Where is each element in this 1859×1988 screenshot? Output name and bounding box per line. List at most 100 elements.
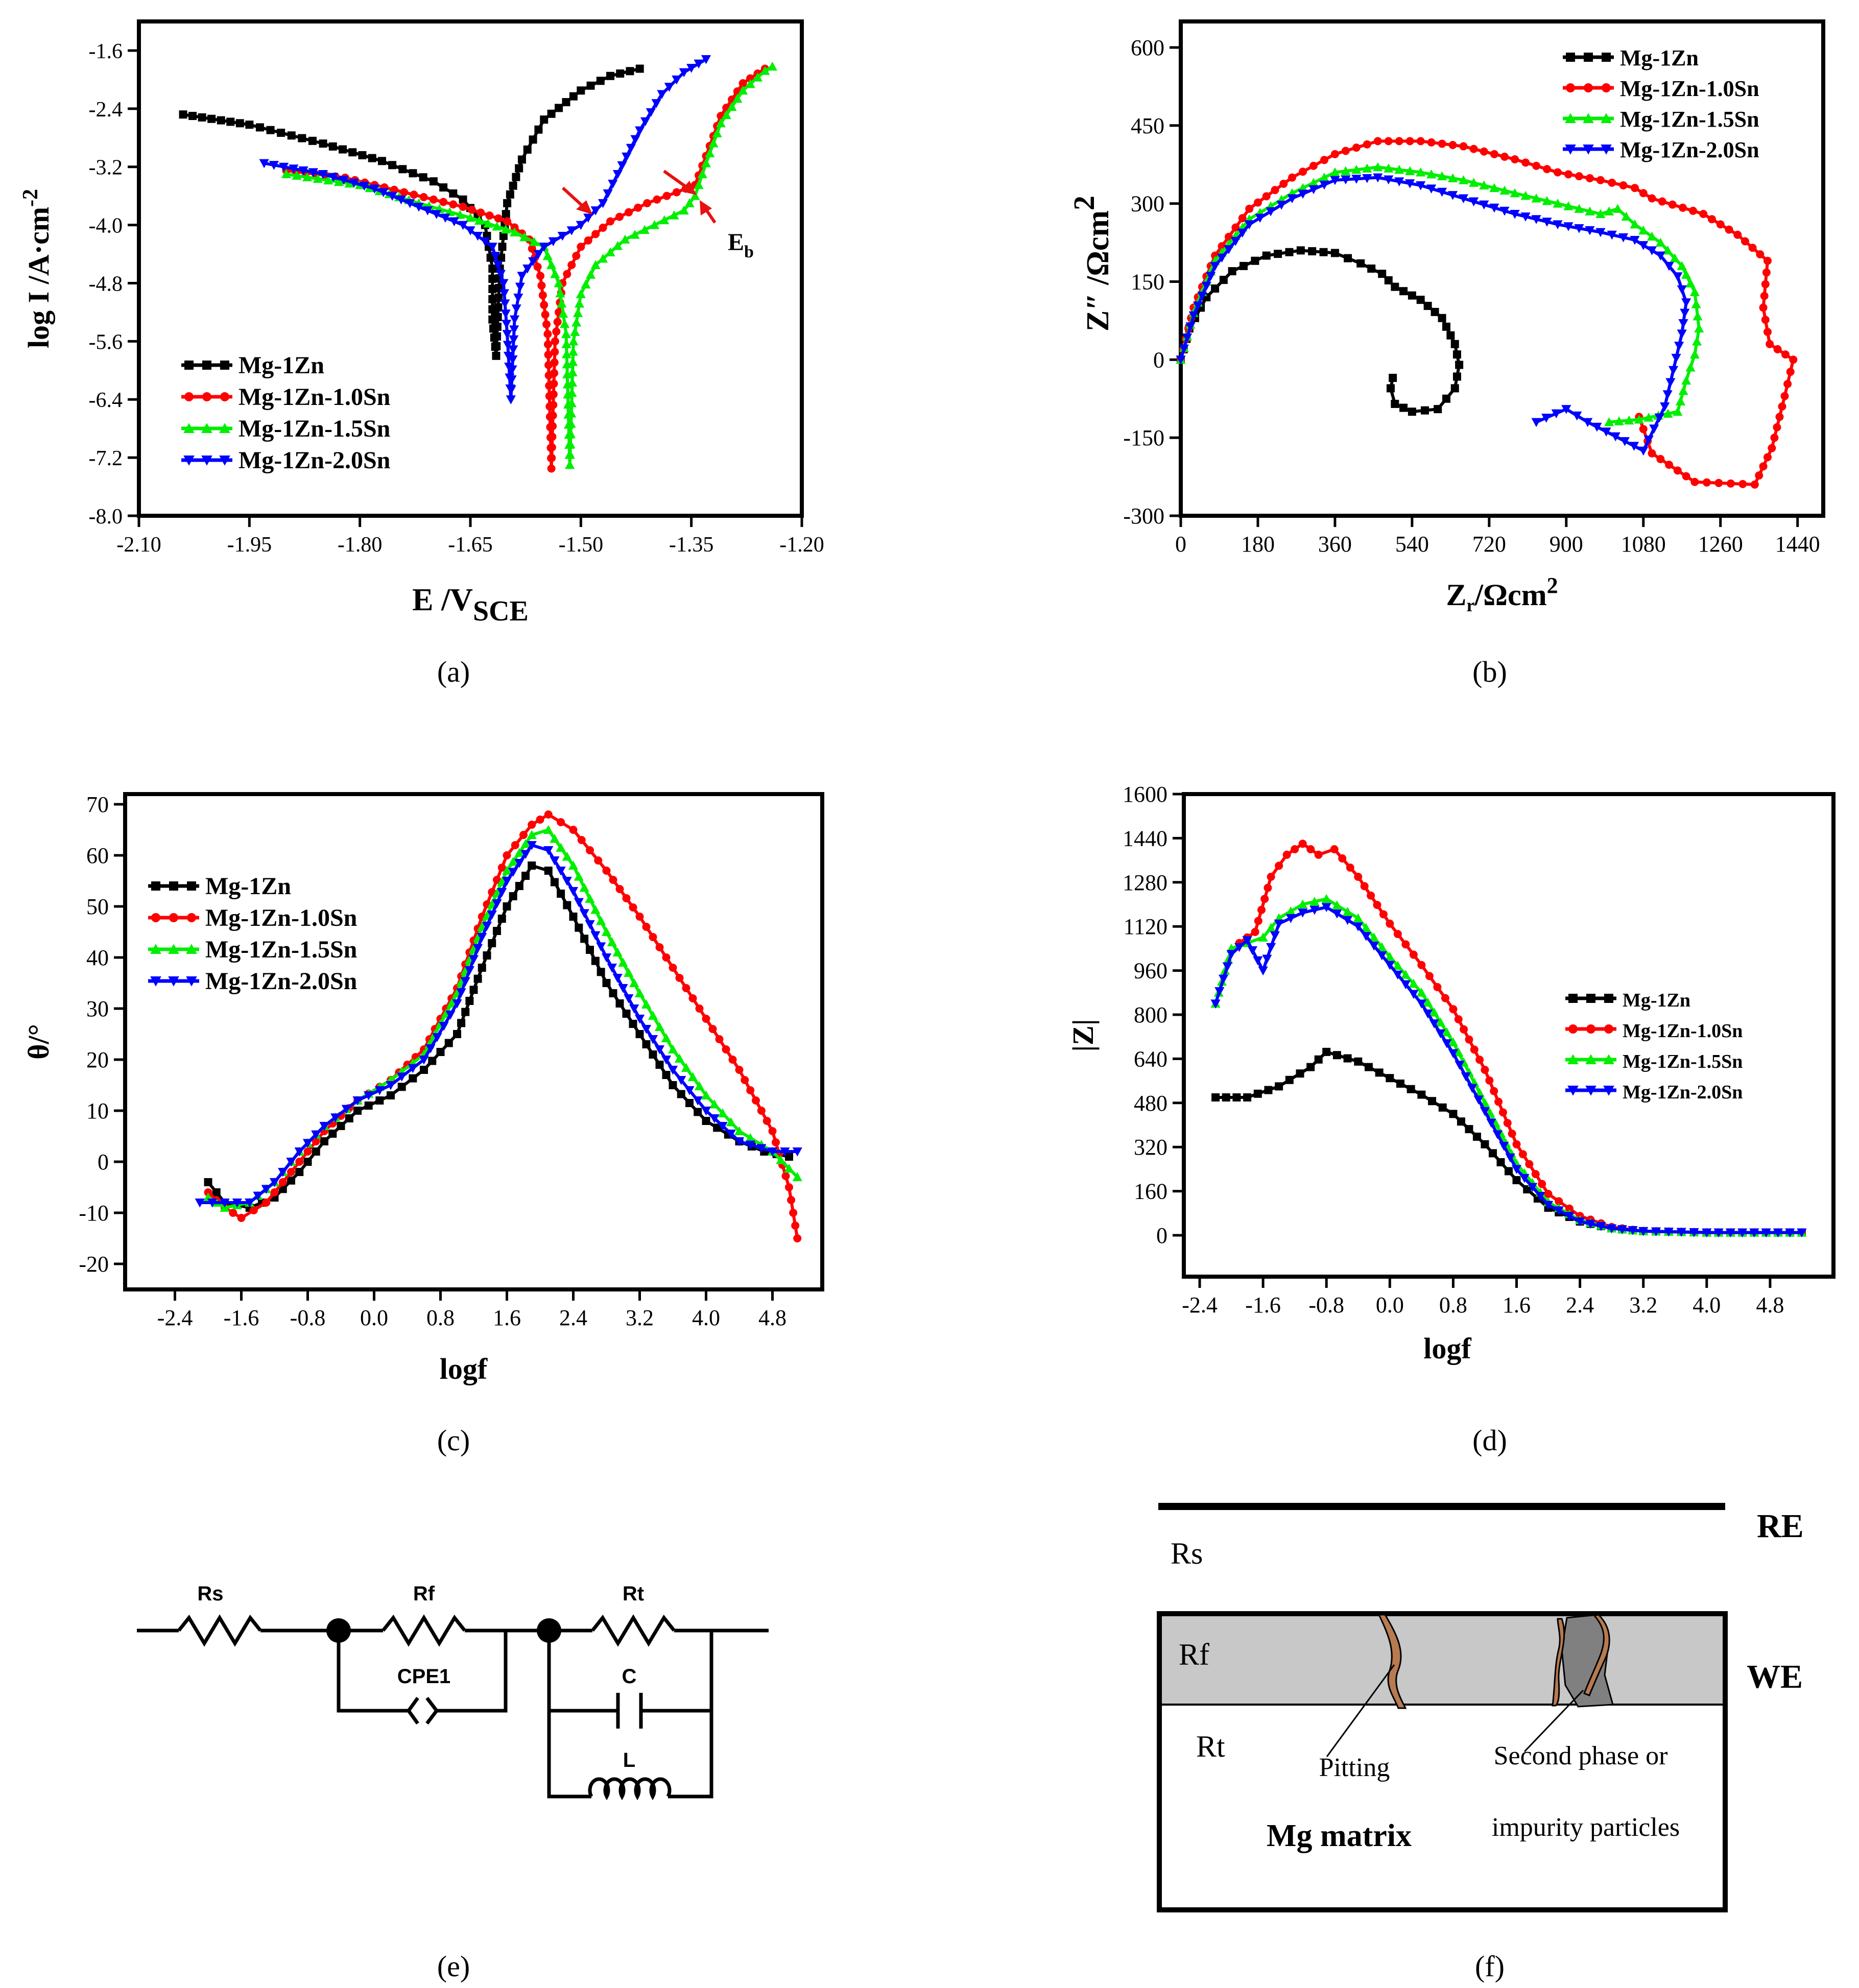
data-point bbox=[1564, 170, 1572, 179]
legend-swatch-marker bbox=[201, 456, 212, 466]
data-point bbox=[1773, 1228, 1783, 1238]
data-point bbox=[1421, 406, 1429, 415]
data-point bbox=[517, 155, 526, 164]
data-point bbox=[662, 953, 671, 962]
series-mg-1zn-1-0sn bbox=[1177, 137, 1798, 489]
data-point bbox=[1481, 1140, 1489, 1148]
data-point bbox=[1738, 480, 1747, 488]
data-point bbox=[785, 1153, 793, 1161]
data-point bbox=[1364, 1063, 1373, 1071]
x-tick-label: 1440 bbox=[1775, 532, 1820, 557]
data-point bbox=[672, 75, 682, 85]
data-point bbox=[1238, 214, 1247, 223]
data-point bbox=[1531, 215, 1541, 224]
data-point bbox=[1450, 340, 1459, 348]
data-point bbox=[746, 1086, 755, 1094]
data-point bbox=[1511, 1165, 1522, 1174]
data-point bbox=[1330, 176, 1340, 185]
data-point bbox=[1429, 1019, 1439, 1028]
data-point bbox=[1682, 472, 1690, 481]
data-point bbox=[792, 1172, 802, 1181]
data-point bbox=[1485, 1076, 1494, 1085]
data-point bbox=[1726, 479, 1735, 488]
data-point bbox=[566, 408, 577, 418]
x-tick-label: -1.6 bbox=[1245, 1292, 1281, 1318]
data-point bbox=[608, 179, 618, 189]
data-point bbox=[1353, 913, 1363, 922]
data-point bbox=[1354, 1057, 1363, 1066]
data-point bbox=[615, 212, 624, 221]
data-point bbox=[1341, 166, 1351, 175]
x-tick-label: 0 bbox=[1175, 532, 1186, 557]
data-point bbox=[1308, 247, 1317, 256]
data-point bbox=[294, 1147, 304, 1157]
data-point bbox=[612, 974, 623, 983]
data-point bbox=[503, 199, 512, 207]
data-point bbox=[626, 67, 634, 76]
data-point bbox=[622, 894, 631, 902]
data-point bbox=[295, 1158, 304, 1166]
data-point bbox=[1423, 997, 1433, 1007]
x-axis-label-sub: SCE bbox=[473, 595, 529, 627]
data-point bbox=[687, 1072, 698, 1081]
data-point bbox=[659, 215, 670, 225]
data-point bbox=[1416, 296, 1425, 304]
data-point bbox=[568, 346, 578, 356]
data-point bbox=[1663, 409, 1673, 418]
data-point bbox=[1707, 215, 1716, 224]
data-point bbox=[1242, 936, 1252, 945]
legend-label: Mg-1Zn-1.0Sn bbox=[205, 904, 357, 931]
data-point bbox=[709, 1114, 720, 1123]
data-point bbox=[1564, 1212, 1575, 1221]
legend: Mg-1Zn Mg-1Zn-1.0Sn Mg-1Zn-1.5Sn Mg-1Zn-2.0… bbox=[1563, 45, 1759, 162]
data-point bbox=[1201, 281, 1211, 291]
y-axis-label: log I /A·cm-2 bbox=[19, 189, 55, 348]
data-point bbox=[793, 1234, 802, 1242]
data-point bbox=[429, 177, 438, 186]
data-point bbox=[1285, 248, 1294, 256]
data-point bbox=[785, 1183, 793, 1191]
data-point bbox=[1531, 1170, 1540, 1179]
data-point bbox=[1298, 899, 1308, 908]
data-point bbox=[1725, 1228, 1735, 1238]
l-branch-left bbox=[547, 1711, 591, 1799]
data-point bbox=[1266, 923, 1276, 932]
legend-swatch-marker bbox=[1584, 53, 1593, 62]
data-point bbox=[664, 83, 674, 92]
data-point bbox=[1643, 413, 1654, 422]
data-point bbox=[255, 123, 264, 132]
data-point bbox=[543, 825, 554, 834]
data-point bbox=[405, 199, 415, 208]
data-point bbox=[1481, 1066, 1489, 1074]
data-point bbox=[1617, 1225, 1627, 1234]
data-point bbox=[1448, 1049, 1459, 1059]
data-point bbox=[1662, 390, 1673, 399]
data-point bbox=[1298, 908, 1308, 918]
data-point bbox=[612, 170, 623, 179]
data-point bbox=[1332, 909, 1342, 919]
data-point bbox=[1379, 910, 1388, 919]
data-point bbox=[1748, 244, 1757, 252]
data-point bbox=[1676, 1228, 1686, 1237]
data-point bbox=[561, 349, 572, 358]
data-point bbox=[1479, 200, 1489, 210]
data-point bbox=[502, 877, 512, 886]
data-point bbox=[1541, 414, 1552, 423]
data-point bbox=[1375, 1068, 1384, 1077]
data-point bbox=[590, 260, 601, 269]
arrow-1-head bbox=[576, 200, 592, 214]
data-point bbox=[558, 308, 568, 318]
data-point bbox=[1619, 181, 1628, 189]
data-point bbox=[780, 1147, 790, 1157]
data-point bbox=[253, 1191, 263, 1201]
data-point bbox=[1399, 403, 1408, 412]
data-point bbox=[674, 1053, 685, 1063]
legend-swatch-marker bbox=[187, 881, 196, 891]
data-point bbox=[1409, 990, 1419, 999]
data-point bbox=[1393, 930, 1402, 939]
data-point bbox=[281, 169, 292, 178]
data-point bbox=[599, 223, 607, 232]
x-axis-label-main: Z bbox=[1446, 578, 1466, 612]
data-point bbox=[557, 298, 567, 308]
data-point bbox=[649, 1050, 657, 1059]
